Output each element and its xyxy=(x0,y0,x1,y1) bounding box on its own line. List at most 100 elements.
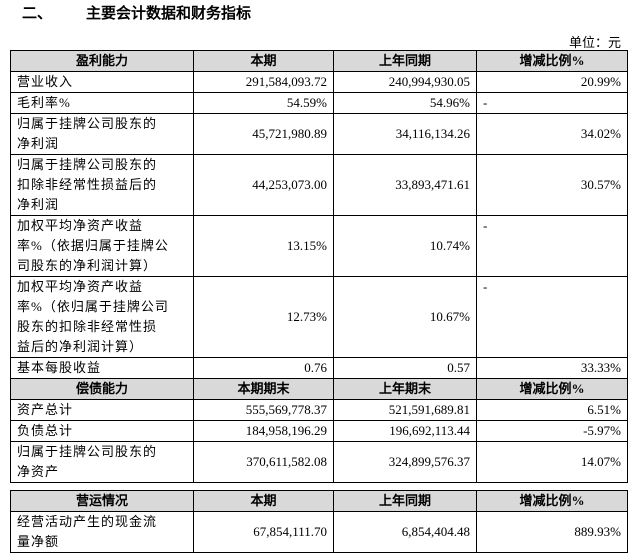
header-cell: 盈利能力 xyxy=(10,50,194,72)
value-cell: 13.15% xyxy=(193,215,334,277)
header-cell: 偿债能力 xyxy=(10,378,194,400)
table: 偿债能力 本期期末 上年期末 增减比例% 资产总计 555,569,778.37 521,5… xyxy=(10,378,628,483)
header-cell: 营运情况 xyxy=(10,490,194,512)
value-cell: 240,994,930.05 xyxy=(333,71,477,93)
row: 资产总计 555,569,778.37 521,591,689.81 6.51% xyxy=(10,399,628,421)
row-label: 资产总计 xyxy=(10,399,194,421)
label-line: 资产总计 xyxy=(17,402,74,417)
header-cell: 上年期末 xyxy=(333,378,477,400)
value-cell: - xyxy=(476,276,628,358)
label-line: 加权平均净资产收益 xyxy=(17,279,144,294)
value-cell: 521,591,689.81 xyxy=(333,399,477,421)
tables: 盈利能力 本期 上年同期 增减比例% 营业收入 291,584,093.72 240,994… xyxy=(10,50,628,553)
header-row: 营运情况 本期 上年同期 增减比例% xyxy=(10,490,628,512)
value-cell: 184,958,196.29 xyxy=(193,420,334,442)
header-cell: 本期 xyxy=(193,490,334,512)
value-cell: -5.97% xyxy=(476,420,628,442)
header-cell: 上年同期 xyxy=(333,50,477,72)
row: 归属于挂牌公司股东的 扣除非经常性损益后的 净利润 44,253,073.00 33,8… xyxy=(10,154,628,216)
value-cell: 30.57% xyxy=(476,154,628,216)
row: 加权平均净资产收益 率%（依据归属于挂牌公 司股东的净利润计算） 13.15% 10.7… xyxy=(10,215,628,277)
label-line: 净利润 xyxy=(17,136,60,151)
value-cell: 45,721,980.89 xyxy=(193,113,334,155)
header-cell: 上年同期 xyxy=(333,490,477,512)
value-cell: 10.67% xyxy=(333,276,477,358)
value-cell: 6,854,404.48 xyxy=(333,511,477,553)
header-cell: 增减比例% xyxy=(476,378,628,400)
row: 毛利率% 54.59% 54.96% - xyxy=(10,92,628,114)
label-line: 基本每股收益 xyxy=(17,360,102,375)
value-cell: 0.76 xyxy=(193,357,334,379)
label-line: 营业收入 xyxy=(17,74,74,89)
header-cell: 本期 xyxy=(193,50,334,72)
label-line: 负债总计 xyxy=(17,423,74,438)
label-line: 加权平均净资产收益 xyxy=(17,218,144,233)
section-text: 主要会计数据和财务指标 xyxy=(86,6,252,22)
row-label: 基本每股收益 xyxy=(10,357,194,379)
label-line: 益后的净利润计算） xyxy=(17,339,144,354)
value-cell: 20.99% xyxy=(476,71,628,93)
value-cell: 33,893,471.61 xyxy=(333,154,477,216)
value-cell: 54.96% xyxy=(333,92,477,114)
section-title: 二、 主要会计数据和财务指标 xyxy=(22,2,251,23)
row-label: 营业收入 xyxy=(10,71,194,93)
row: 营业收入 291,584,093.72 240,994,930.05 20.99% xyxy=(10,71,628,93)
value-cell: 14.07% xyxy=(476,441,628,483)
value-cell: 555,569,778.37 xyxy=(193,399,334,421)
row-label: 归属于挂牌公司股东的 净利润 xyxy=(10,113,194,155)
label-line: 经营活动产生的现金流 xyxy=(17,514,158,529)
label-line: 股东的扣除非经常性损 xyxy=(17,319,158,334)
unit: 单位：元 xyxy=(568,35,621,50)
label-line: 率%（依据归属于挂牌公 xyxy=(17,238,169,253)
row-label: 加权平均净资产收益率%（依据归属于挂牌公 司股东的净利润计算） xyxy=(10,215,194,277)
row-label: 归属于挂牌公司股东的 净资产 xyxy=(10,441,194,483)
header-row: 偿债能力 本期期末 上年期末 增减比例% xyxy=(10,378,628,400)
header-row: 盈利能力 本期 上年同期 增减比例% xyxy=(10,50,628,72)
label-line: 归属于挂牌公司股东的 xyxy=(17,116,158,131)
value-cell: 34,116,134.26 xyxy=(333,113,477,155)
value-cell: 54.59% xyxy=(193,92,334,114)
header-cell: 本期期末 xyxy=(193,378,334,400)
value-cell: 33.33% xyxy=(476,357,628,379)
value-cell: 44,253,073.00 xyxy=(193,154,334,216)
value-cell: 10.74% xyxy=(333,215,477,277)
label-line: 司股东的净利润计算） xyxy=(17,258,158,273)
value-cell: 6.51% xyxy=(476,399,628,421)
value-cell: 291,584,093.72 xyxy=(193,71,334,93)
table: 营运情况 本期 上年同期 增减比例% 经营活动产生的现金流 量净额 67,854,111.7… xyxy=(10,490,628,553)
value-cell: - xyxy=(476,92,628,114)
header-cell: 增减比例% xyxy=(476,50,628,72)
value-cell: - xyxy=(476,215,628,277)
row: 经营活动产生的现金流 量净额 67,854,111.70 6,854,404.48 88… xyxy=(10,511,628,553)
value-cell: 889.93% xyxy=(476,511,628,553)
row: 基本每股收益 0.76 0.57 33.33% xyxy=(10,357,628,379)
value-cell: 0.57 xyxy=(333,357,477,379)
row: 归属于挂牌公司股东的 净资产 370,611,582.08 324,899,576.3… xyxy=(10,441,628,483)
row-label: 毛利率% xyxy=(10,92,194,114)
value-cell: 196,692,113.44 xyxy=(333,420,477,442)
label-line: 归属于挂牌公司股东的 xyxy=(17,157,158,172)
table: 盈利能力 本期 上年同期 增减比例% 营业收入 291,584,093.72 240,994… xyxy=(10,50,628,379)
label-line: 归属于挂牌公司股东的 xyxy=(17,444,158,459)
value-cell: 34.02% xyxy=(476,113,628,155)
label-line: 毛利率% xyxy=(17,95,71,110)
row-label: 负债总计 xyxy=(10,420,194,442)
label-line: 率%（依归属于挂牌公司 xyxy=(17,299,169,314)
header-cell: 增减比例% xyxy=(476,490,628,512)
label-line: 扣除非经常性损益后的 xyxy=(17,177,158,192)
label-line: 量净额 xyxy=(17,534,60,549)
row: 归属于挂牌公司股东的 净利润 45,721,980.89 34,116,134.26 3… xyxy=(10,113,628,155)
row-label: 加权平均净资产收益率%（依归属于挂牌公司 股东的扣除非经常性损 益后的净利润计算） xyxy=(10,276,194,358)
row: 加权平均净资产收益 率%（依归属于挂牌公司 股东的扣除非经常性损 益后的净利润计算） 1… xyxy=(10,276,628,358)
label-line: 净利润 xyxy=(17,197,60,212)
value-cell: 67,854,111.70 xyxy=(193,511,334,553)
row-label: 归属于挂牌公司股东的 扣除非经常性损益后的 净利润 xyxy=(10,154,194,216)
value-cell: 324,899,576.37 xyxy=(333,441,477,483)
row: 负债总计 184,958,196.29 196,692,113.44 -5.97% xyxy=(10,420,628,442)
label-line: 净资产 xyxy=(17,464,60,479)
value-cell: 370,611,582.08 xyxy=(193,441,334,483)
value-cell: 12.73% xyxy=(193,276,334,358)
section-number: 二、 xyxy=(22,6,53,22)
row-label: 经营活动产生的现金流 量净额 xyxy=(10,511,194,553)
